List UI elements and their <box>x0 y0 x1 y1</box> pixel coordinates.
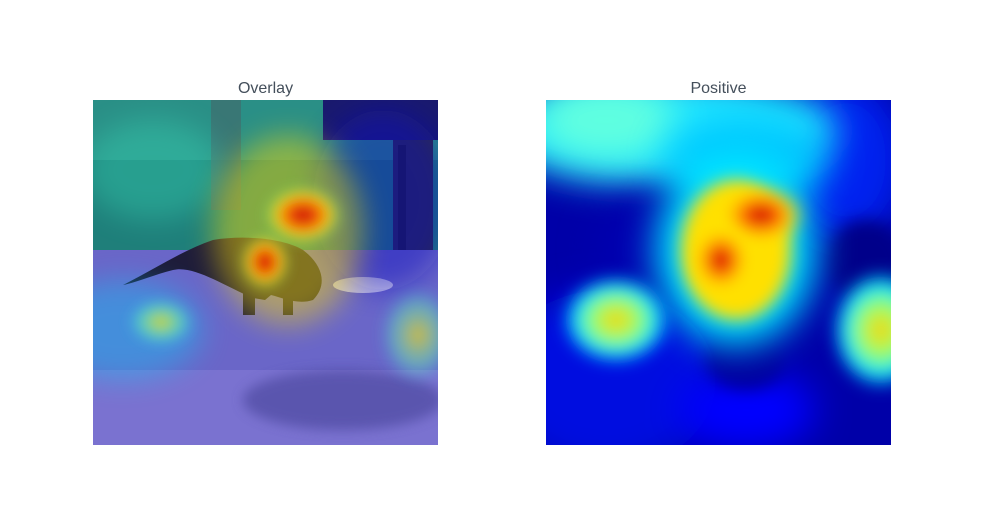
overlay-image <box>93 100 438 445</box>
overlay-title: Overlay <box>237 80 294 97</box>
positive-title: Positive <box>690 80 747 97</box>
positive-heatmap <box>546 100 891 445</box>
